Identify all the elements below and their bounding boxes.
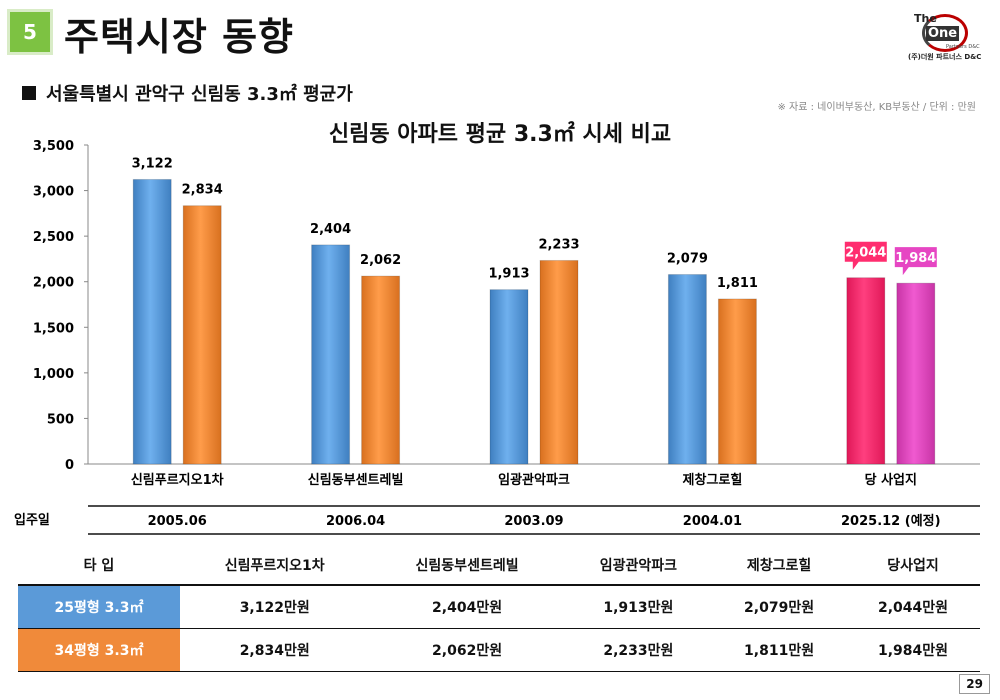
bar xyxy=(182,205,222,465)
x-tick-label: 당 사업지 xyxy=(865,472,917,488)
page-title: 주택시장 동향 xyxy=(64,15,294,59)
page-number: 29 xyxy=(959,674,990,694)
logo-company-name: (주)더원 파트너스 D&C xyxy=(908,53,982,61)
table-header-col: 임광관악파크 xyxy=(564,546,713,586)
bar xyxy=(132,178,172,465)
data-label: 3,122 xyxy=(132,156,173,171)
table-header-col: 신림동부센트레빌 xyxy=(369,546,565,586)
y-tick-label: 500 xyxy=(47,412,74,427)
bar xyxy=(361,275,401,465)
x-tick-label: 임광관악파크 xyxy=(498,472,570,488)
table-row: 34평형 3.3㎡ 2,834만원 2,062만원 2,233만원 1,811만… xyxy=(18,628,980,672)
logo-text-one: One xyxy=(926,26,960,41)
data-label: 2,079 xyxy=(667,252,708,267)
move-in-date: 2025.12 (예정) xyxy=(841,513,941,529)
x-tick-label: 신림동부센트레빌 xyxy=(308,472,404,488)
y-tick-label: 0 xyxy=(65,458,74,473)
table-cell: 1,984만원 xyxy=(846,628,980,672)
move-in-date: 2004.01 xyxy=(683,514,742,529)
data-label-callout xyxy=(844,241,887,270)
row-type-label: 25평형 3.3㎡ xyxy=(18,585,180,629)
logo-ring-icon xyxy=(922,14,968,52)
table-cell: 2,404만원 xyxy=(369,585,565,629)
bar xyxy=(311,244,351,465)
table-cell: 1,811만원 xyxy=(712,628,847,672)
x-tick-label: 신림푸르지오1차 xyxy=(131,472,224,488)
y-tick-label: 1,500 xyxy=(33,321,74,336)
table-cell: 1,913만원 xyxy=(564,585,713,629)
table-cell: 2,079만원 xyxy=(712,585,847,629)
data-label: 1,984 xyxy=(895,251,936,266)
y-tick-label: 1,000 xyxy=(33,367,74,382)
table-cell: 2,834만원 xyxy=(180,628,370,672)
y-tick-label: 2,500 xyxy=(33,230,74,245)
data-label: 2,044 xyxy=(845,246,886,261)
table-cell: 3,122만원 xyxy=(180,585,370,629)
bar xyxy=(846,277,886,465)
logo-text-the: The xyxy=(914,12,937,25)
data-label: 2,062 xyxy=(360,253,401,268)
company-logo: The One Partners D&C (주)더원 파트너스 D&C xyxy=(908,10,988,62)
square-bullet-icon xyxy=(22,86,36,100)
table-header-type: 타 입 xyxy=(18,546,180,586)
table-cell: 2,233만원 xyxy=(564,628,713,672)
move-in-label: 입주일 xyxy=(14,513,50,528)
table-cell: 2,044만원 xyxy=(846,585,980,629)
data-label: 1,913 xyxy=(488,267,529,282)
bar xyxy=(896,282,936,465)
bar xyxy=(717,298,757,465)
bar xyxy=(539,259,579,465)
table-header-col: 제창그로힐 xyxy=(712,546,847,586)
table-row: 25평형 3.3㎡ 3,122만원 2,404만원 1,913만원 2,079만… xyxy=(18,585,980,629)
table-header-row: 타 입 신림푸르지오1차 신림동부센트레빌 임광관악파크 제창그로힐 당사업지 xyxy=(18,546,980,586)
move-in-date: 2006.04 xyxy=(326,514,385,529)
section-number-badge: 5 xyxy=(10,12,50,52)
move-in-date: 2005.06 xyxy=(148,514,207,529)
section-subtitle: 서울특별시 관악구 신림동 3.3㎡ 평균가 xyxy=(22,80,353,106)
data-label: 2,233 xyxy=(538,237,579,252)
data-label: 2,404 xyxy=(310,222,351,237)
row-type-label: 34평형 3.3㎡ xyxy=(18,628,180,672)
bar xyxy=(489,289,529,465)
price-table: 타 입 신림푸르지오1차 신림동부센트레빌 임광관악파크 제창그로힐 당사업지 … xyxy=(18,546,980,672)
subtitle-text: 서울특별시 관악구 신림동 3.3㎡ 평균가 xyxy=(46,84,353,105)
data-label: 2,834 xyxy=(182,183,223,198)
data-label: 1,811 xyxy=(717,276,758,291)
source-note: ※ 자료 : 네이버부동산, KB부동산 / 단위 : 만원 xyxy=(777,102,976,113)
move-in-date: 2003.09 xyxy=(504,514,563,529)
x-tick-label: 제창그로힐 xyxy=(682,472,742,488)
y-tick-label: 3,500 xyxy=(33,139,74,154)
chart-title: 신림동 아파트 평균 3.3㎡ 시세 비교 xyxy=(328,122,672,147)
bar-chart: 0 500 1,000 1,500 2,000 2,500 3,000 3,500 3,122 2… xyxy=(14,139,980,535)
table-header-col: 당사업지 xyxy=(846,546,980,586)
data-label-callout xyxy=(894,247,937,276)
bar xyxy=(667,274,707,465)
y-tick-label: 3,000 xyxy=(33,185,74,200)
table-header-col: 신림푸르지오1차 xyxy=(180,546,370,586)
table-cell: 2,062만원 xyxy=(369,628,565,672)
y-tick-label: 2,000 xyxy=(33,276,74,291)
logo-text-partners: Partners D&C xyxy=(946,44,980,50)
